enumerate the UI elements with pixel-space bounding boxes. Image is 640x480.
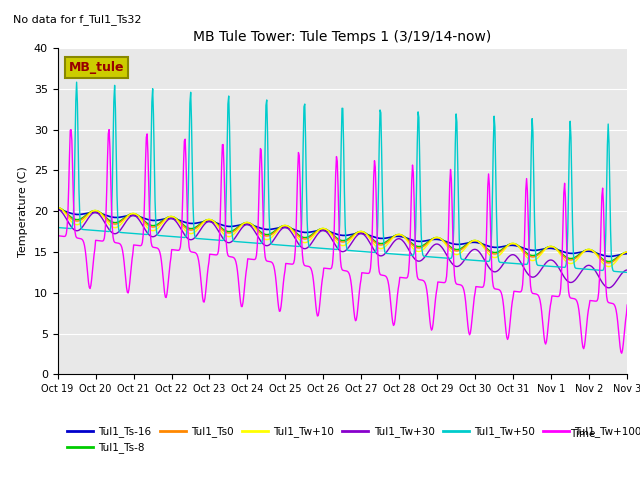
Line: Tul1_Tw+50: Tul1_Tw+50: [58, 82, 627, 273]
Tul1_Tw+10: [211, 219, 218, 225]
Tul1_Ts0: [123, 214, 131, 220]
Tul1_Tw+50: [124, 230, 131, 236]
Tul1_Ts-16: [412, 238, 419, 244]
Line: Tul1_Ts0: Tul1_Ts0: [58, 208, 627, 263]
Tul1_Ts-8: [412, 243, 419, 249]
Tul1_Tw+50: [64, 226, 72, 231]
Tul1_Tw+30: [428, 244, 436, 250]
Tul1_Tw+10: [604, 264, 612, 269]
Tul1_Tw+50: [413, 188, 420, 193]
Line: Tul1_Tw+30: Tul1_Tw+30: [58, 209, 627, 288]
Tul1_Tw+50: [211, 237, 219, 243]
Text: Time: Time: [570, 429, 595, 439]
Tul1_Ts-16: [123, 213, 131, 219]
Tul1_Tw+100: [124, 289, 131, 295]
Line: Tul1_Ts-8: Tul1_Ts-8: [58, 208, 627, 262]
Legend: Tul1_Ts-16, Tul1_Ts-8, Tul1_Ts0, Tul1_Tw+10, Tul1_Tw+30, Tul1_Tw+50, Tul1_Tw+100: Tul1_Ts-16, Tul1_Ts-8, Tul1_Ts0, Tul1_Tw…: [63, 422, 640, 457]
Tul1_Ts-16: [211, 219, 218, 225]
Tul1_Ts-16: [54, 207, 61, 213]
Tul1_Ts-8: [428, 236, 436, 242]
Tul1_Tw+50: [623, 270, 631, 276]
Tul1_Tw+50: [181, 235, 189, 240]
Tul1_Ts-8: [54, 205, 61, 211]
Tul1_Ts-16: [428, 237, 436, 242]
Tul1_Tw+10: [180, 227, 188, 232]
Line: Tul1_Ts-16: Tul1_Ts-16: [58, 210, 627, 256]
Title: MB Tule Tower: Tule Temps 1 (3/19/14-now): MB Tule Tower: Tule Temps 1 (3/19/14-now…: [193, 30, 492, 44]
Tul1_Tw+10: [54, 204, 61, 210]
Tul1_Ts-8: [123, 213, 131, 219]
Tul1_Ts-16: [606, 253, 614, 259]
Tul1_Ts-8: [605, 259, 613, 264]
Tul1_Tw+30: [123, 218, 131, 224]
Tul1_Tw+10: [623, 249, 631, 255]
Tul1_Tw+10: [428, 237, 436, 242]
Line: Tul1_Tw+100: Tul1_Tw+100: [58, 130, 627, 353]
Tul1_Ts0: [412, 244, 419, 250]
Tul1_Ts-8: [623, 249, 631, 255]
Tul1_Ts-8: [180, 223, 188, 228]
Tul1_Ts0: [428, 236, 436, 242]
Tul1_Tw+100: [211, 252, 219, 258]
Tul1_Tw+100: [623, 302, 631, 308]
Tul1_Tw+100: [429, 321, 437, 326]
Tul1_Tw+30: [412, 257, 419, 263]
Tul1_Tw+100: [64, 210, 72, 216]
Line: Tul1_Tw+10: Tul1_Tw+10: [58, 207, 627, 266]
Text: No data for f_Tul1_Ts32: No data for f_Tul1_Ts32: [13, 14, 141, 25]
Tul1_Tw+100: [413, 267, 420, 273]
Tul1_Ts0: [605, 260, 613, 266]
Tul1_Ts-16: [623, 251, 631, 257]
Tul1_Tw+50: [73, 79, 81, 85]
Tul1_Ts-8: [211, 219, 218, 225]
Tul1_Tw+50: [429, 254, 437, 260]
Tul1_Tw+30: [605, 285, 613, 291]
Tul1_Tw+30: [54, 206, 61, 212]
Tul1_Tw+10: [64, 214, 72, 220]
Tul1_Tw+50: [54, 225, 61, 230]
Tul1_Ts0: [211, 219, 218, 225]
Tul1_Tw+30: [211, 222, 218, 228]
Tul1_Ts-16: [180, 219, 188, 225]
Tul1_Ts0: [64, 212, 72, 218]
Tul1_Ts0: [623, 249, 631, 255]
Text: MB_tule: MB_tule: [69, 61, 125, 74]
Tul1_Ts0: [54, 205, 61, 211]
Tul1_Tw+100: [54, 233, 61, 239]
Tul1_Tw+10: [123, 215, 131, 220]
Tul1_Tw+30: [64, 218, 72, 224]
Y-axis label: Temperature (C): Temperature (C): [18, 166, 28, 257]
Tul1_Tw+100: [67, 127, 75, 132]
Tul1_Tw+10: [412, 248, 419, 253]
Tul1_Tw+30: [180, 232, 188, 238]
Tul1_Tw+100: [618, 350, 625, 356]
Tul1_Ts-8: [64, 212, 72, 217]
Tul1_Ts-16: [64, 209, 72, 215]
Tul1_Tw+30: [623, 267, 631, 273]
Tul1_Ts0: [180, 224, 188, 229]
Tul1_Tw+100: [181, 136, 189, 142]
